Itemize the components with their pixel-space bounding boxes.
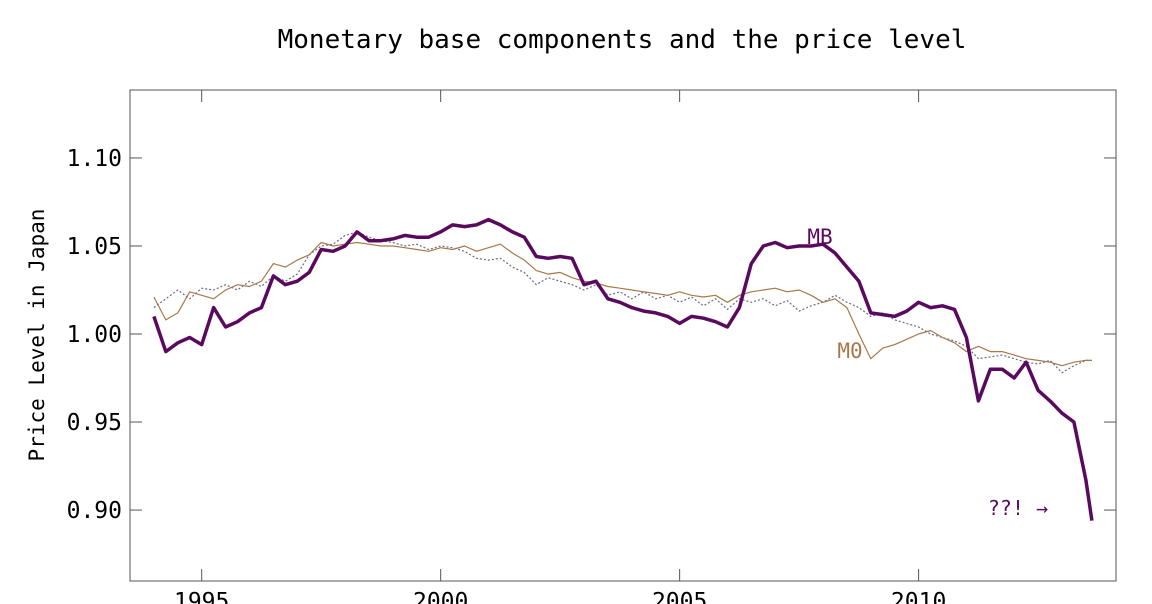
series-line: [152, 217, 1094, 521]
annotation: ??! →: [988, 496, 1048, 520]
y-tick-label: 0.95: [67, 410, 122, 436]
x-tick-label: 1995: [174, 589, 229, 604]
series-label: MB: [807, 225, 832, 249]
y-tick-label: 1.00: [67, 322, 122, 348]
y-tick-label: 1.10: [67, 146, 122, 172]
y-tick-label: 1.05: [67, 234, 122, 260]
chart-title: Monetary base components and the price l…: [278, 25, 967, 55]
x-tick-label: 2010: [891, 589, 946, 604]
y-tick-label: 0.90: [67, 498, 122, 524]
y-axis-label: Price Level in Japan: [25, 209, 49, 462]
plot-frame: [129, 89, 1117, 582]
x-tick-label: 2000: [413, 589, 468, 604]
x-tick-label: 2005: [652, 589, 707, 604]
series-label: M0: [837, 339, 862, 363]
series-line: [153, 241, 1092, 367]
